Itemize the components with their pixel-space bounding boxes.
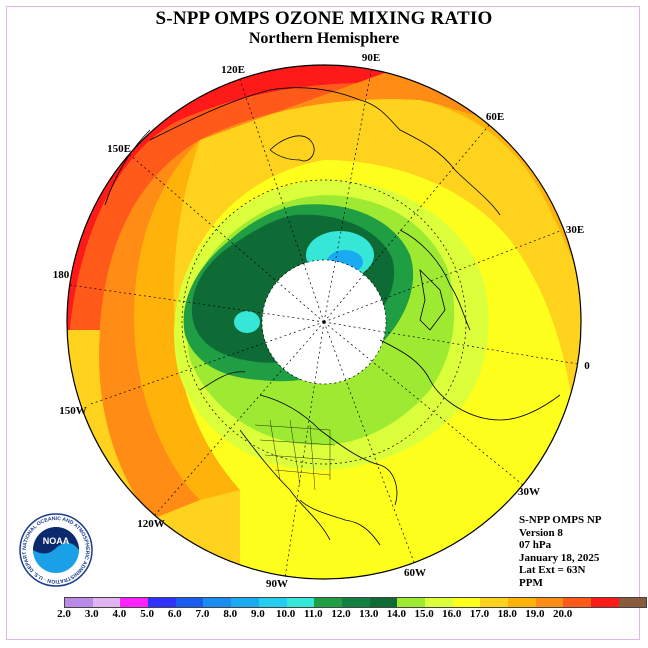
colorbar-segment	[508, 598, 536, 607]
info-date: January 18, 2025	[519, 551, 600, 564]
colorbar-tick-label: 6.0	[167, 608, 182, 620]
page-title: S-NPP OMPS OZONE MIXING RATIO	[155, 8, 493, 29]
coastlines	[104, 87, 561, 546]
colorbar-tick-label: 14.0	[386, 608, 407, 620]
lon-label-120w: 120W	[137, 518, 165, 530]
colorbar-tick-label: 20.0	[552, 608, 573, 620]
colorbar-segment	[480, 598, 508, 607]
colorbar-tick-label: 18.0	[497, 608, 517, 620]
colorbar-tick-label: 15.0	[414, 608, 434, 620]
colorbar-segment	[258, 598, 287, 607]
colorbar-segment	[148, 598, 176, 607]
colorbar-segment	[120, 598, 149, 607]
lon-label-30e: 30E	[566, 224, 584, 236]
colorbar-tick-label: 11.0	[303, 608, 323, 620]
colorbar-segment	[92, 598, 121, 607]
colorbar-segment	[535, 598, 564, 607]
colorbar-segment	[452, 598, 481, 607]
field-cyan-small	[234, 311, 260, 333]
colorbar-segment	[369, 598, 398, 607]
colorbar-tick-label: 9.0	[251, 608, 265, 620]
logo-text: NOAA	[43, 536, 70, 546]
colorbar-tick-label: 3.0	[84, 608, 99, 620]
colorbar-tick-label: 17.0	[469, 608, 490, 620]
colorbar	[64, 597, 648, 608]
colorbar-tick-label: 8.0	[223, 608, 238, 620]
graticule	[69, 65, 579, 579]
colorbar-tick-label: 4.0	[112, 608, 127, 620]
colorbar-segment	[286, 598, 315, 607]
colorbar-segment	[203, 598, 232, 607]
lon-label-150e: 150E	[107, 143, 131, 155]
figure-frame	[6, 6, 640, 640]
product-info: S-NPP OMPS NP Version 8 07 hPa January 1…	[519, 514, 602, 589]
colorbar-segment	[65, 598, 93, 607]
lon-label-150w: 150W	[59, 405, 87, 417]
colorbar-segment	[618, 598, 647, 607]
lon-label-90e: 90E	[362, 52, 380, 64]
lon-label-0: 0	[584, 360, 590, 372]
field-red-orange	[70, 83, 420, 330]
colorbar-segment	[424, 598, 453, 607]
longitude-labels: 120E 90E 60E 150E 30E 180 0 150W 30W 120…	[53, 52, 591, 590]
colorbar-tick-label: 2.0	[57, 608, 71, 620]
lon-label-180: 180	[53, 269, 70, 281]
info-instrument: S-NPP OMPS NP	[519, 514, 602, 526]
info-units: PPM	[519, 576, 543, 589]
colorbar-tick-label: 19.0	[525, 608, 545, 620]
colorbar-segment	[591, 598, 619, 607]
lon-label-90w: 90W	[266, 578, 288, 590]
lon-label-120e: 120E	[221, 64, 245, 76]
noaa-seal-icon: NATIONAL OCEANIC AND ATMOSPHERIC ADMINIS…	[18, 512, 93, 587]
colorbar-tick-label: 12.0	[331, 608, 351, 620]
colorbar-tick-label: 10.0	[275, 608, 296, 620]
info-pressure: 07 hPa	[519, 539, 552, 551]
us-state-lines	[254, 419, 336, 491]
colorbar-tick-label: 7.0	[195, 608, 210, 620]
colorbar-tick-label: 5.0	[140, 608, 154, 620]
lon-label-60e: 60E	[486, 111, 504, 123]
colorbar-segment	[175, 598, 204, 607]
colorbar-tick-label: 16.0	[442, 608, 462, 620]
colorbar-segment	[563, 598, 592, 607]
colorbar-segment	[314, 598, 342, 607]
colorbar-segment	[231, 598, 259, 607]
colorbar-segment	[341, 598, 370, 607]
page-subtitle: Northern Hemisphere	[248, 30, 400, 47]
map-boundary	[66, 64, 582, 580]
lon-label-60w: 60W	[404, 567, 426, 579]
info-lat-ext: Lat Ext = 63N	[519, 564, 586, 576]
colorbar-ticks: 2.0 3.0 4.0 5.0 6.0 7.0 8.0 9.0 10.0 11.0 12.0 13.0…	[52, 608, 600, 622]
lon-label-30w: 30W	[518, 486, 540, 498]
colorbar-segment	[397, 598, 425, 607]
info-version: Version 8	[519, 526, 563, 539]
colorbar-tick-label: 13.0	[359, 608, 379, 620]
